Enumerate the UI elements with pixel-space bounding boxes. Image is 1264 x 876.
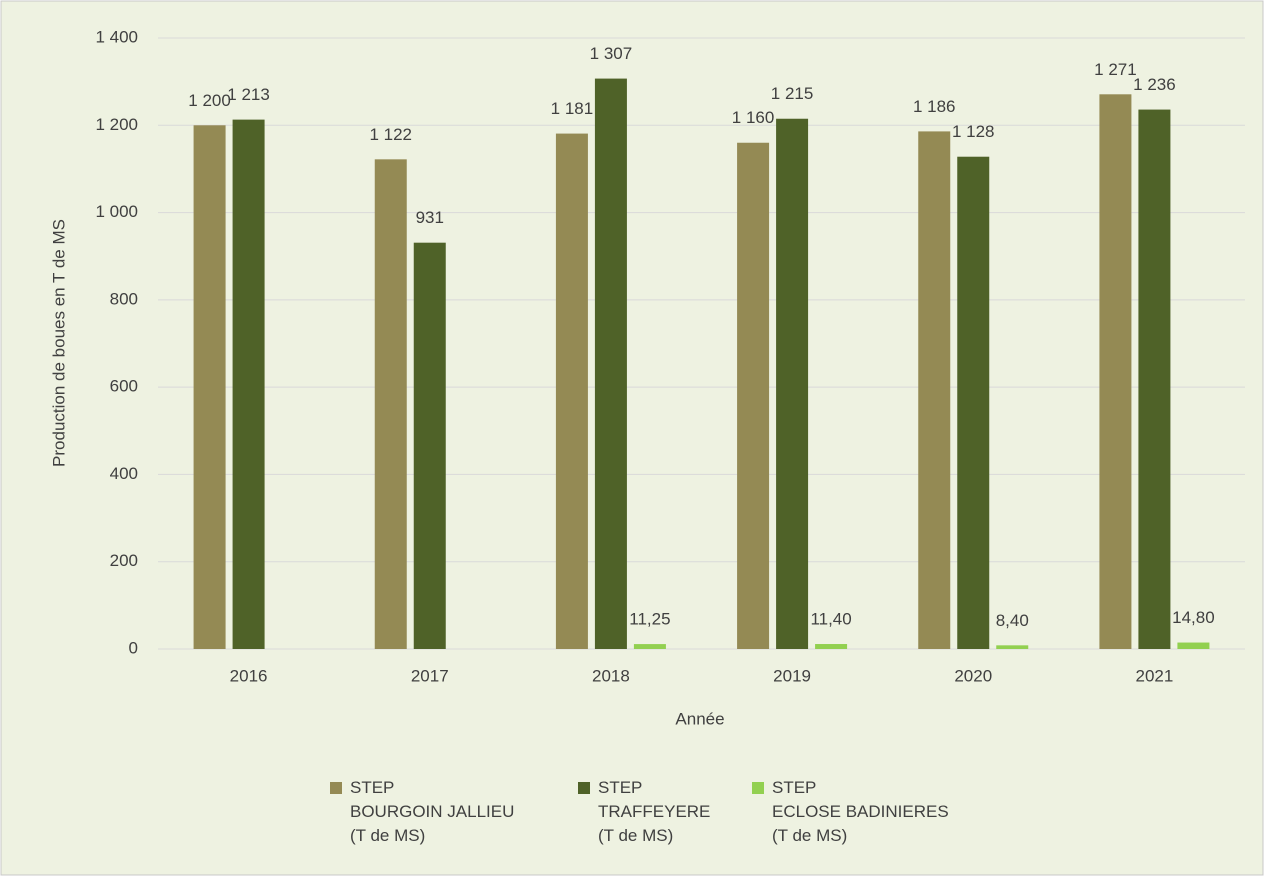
y-tick-label: 800	[110, 289, 138, 308]
data-label: 11,25	[629, 610, 670, 629]
bar	[594, 78, 627, 649]
legend-label: STEP ECLOSE BADINIERES (T de MS)	[772, 778, 949, 845]
data-label: 1 200	[188, 91, 231, 110]
y-tick-label: 1 400	[95, 27, 138, 46]
data-label: 1 236	[1133, 75, 1176, 94]
y-tick-label: 400	[110, 464, 138, 483]
data-label: 1 307	[590, 44, 633, 63]
y-tick-label: 0	[129, 638, 138, 657]
legend-label: STEP TRAFFEYERE (T de MS)	[598, 778, 711, 845]
bar	[918, 131, 951, 649]
x-tick-label: 2020	[954, 666, 992, 685]
bar	[737, 142, 770, 649]
data-label: 8,40	[996, 611, 1029, 630]
bar	[193, 125, 226, 650]
y-axis-title: Production de boues en T de MS	[49, 219, 68, 467]
x-tick-label: 2019	[773, 666, 811, 685]
data-label: 1 128	[952, 122, 995, 141]
data-label: 11,40	[810, 610, 851, 629]
x-tick-label: 2017	[411, 666, 449, 685]
legend-item: STEP BOURGOIN JALLIEU (T de MS)	[330, 776, 514, 848]
data-label: 1 213	[227, 85, 270, 104]
data-label: 1 271	[1094, 60, 1137, 79]
bar	[957, 156, 990, 650]
data-label: 931	[416, 208, 444, 227]
bar	[555, 133, 588, 649]
legend-item: STEP ECLOSE BADINIERES (T de MS)	[752, 776, 949, 848]
bar	[1138, 109, 1171, 650]
legend-swatch	[752, 782, 764, 794]
bar	[413, 242, 446, 649]
bar	[815, 644, 848, 649]
legend-label: STEP BOURGOIN JALLIEU (T de MS)	[350, 778, 515, 845]
bar	[776, 118, 809, 650]
data-label: 1 186	[913, 97, 956, 116]
data-label: 1 215	[771, 84, 814, 103]
bar	[1177, 642, 1210, 649]
data-label: 1 160	[732, 108, 775, 127]
y-tick-label: 1 000	[95, 202, 138, 221]
y-tick-label: 600	[110, 377, 138, 396]
legend-swatch	[578, 782, 590, 794]
x-tick-label: 2018	[592, 666, 630, 685]
x-tick-label: 2021	[1136, 666, 1174, 685]
bar	[1099, 94, 1132, 649]
data-label: 1 122	[369, 125, 412, 144]
y-tick-label: 1 200	[95, 115, 138, 134]
x-axis-title: Année	[675, 709, 724, 728]
legend: STEP BOURGOIN JALLIEU (T de MS) STEP TRAF…	[0, 776, 1264, 866]
bar	[996, 645, 1029, 649]
legend-swatch	[330, 782, 342, 794]
bar	[633, 644, 666, 649]
data-label: 1 181	[551, 99, 594, 118]
bar	[374, 159, 407, 649]
legend-item: STEP TRAFFEYERE (T de MS)	[578, 776, 710, 848]
y-tick-label: 200	[110, 551, 138, 570]
data-label: 14,80	[1172, 608, 1215, 627]
bar	[232, 119, 265, 650]
x-tick-label: 2016	[230, 666, 268, 685]
